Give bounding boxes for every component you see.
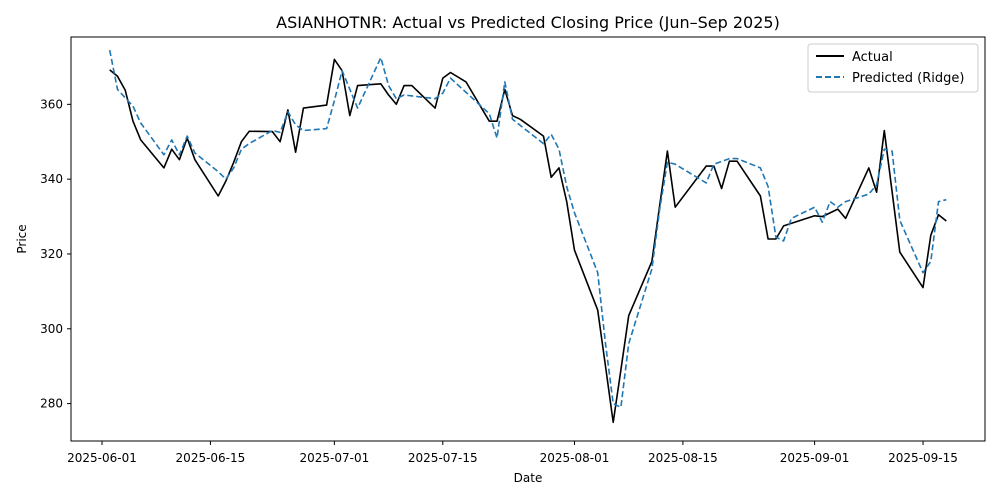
legend: Actual Predicted (Ridge) (807, 43, 979, 93)
series-layer (108, 49, 947, 424)
legend-entry-predicted: Predicted (Ridge) (852, 71, 964, 86)
y-tick-label: 360 (40, 97, 63, 111)
x-tick-label: 2025-06-01 (67, 451, 137, 465)
y-tick-label: 340 (40, 172, 63, 186)
plot-area (70, 36, 986, 442)
x-tick-label: 2025-09-01 (780, 451, 850, 465)
y-axis-label: Price (15, 224, 29, 253)
chart-title: ASIANHOTNR: Actual vs Predicted Closing … (276, 13, 780, 32)
legend-entry-actual: Actual (852, 50, 893, 65)
y-tick-label: 320 (40, 247, 63, 261)
x-tick-label: 2025-08-01 (540, 451, 610, 465)
y-tick-label: 280 (40, 397, 63, 411)
x-axis-label: Date (514, 471, 543, 485)
y-axis: 280 300 320 340 360 (40, 97, 71, 411)
x-tick-label: 2025-07-15 (408, 451, 478, 465)
x-tick-label: 2025-07-01 (299, 451, 369, 465)
x-tick-label: 2025-08-15 (648, 451, 718, 465)
plot-frame (70, 36, 986, 442)
x-tick-label: 2025-06-15 (176, 451, 246, 465)
x-axis: 2025-06-01 2025-06-15 2025-07-01 2025-07-15… (67, 441, 958, 465)
y-tick-label: 300 (40, 322, 63, 336)
x-tick-label: 2025-09-15 (888, 451, 958, 465)
legend-box (807, 43, 979, 93)
series-line-predicted (108, 49, 947, 409)
